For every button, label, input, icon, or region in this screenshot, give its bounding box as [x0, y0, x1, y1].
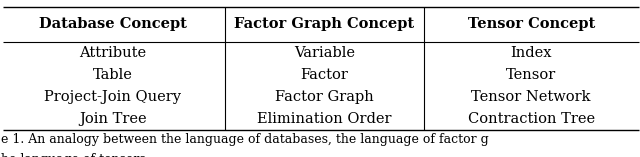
Text: Project-Join Query: Project-Join Query: [44, 89, 181, 104]
Text: Factor Graph: Factor Graph: [275, 89, 374, 104]
Text: Join Tree: Join Tree: [79, 111, 147, 126]
Text: he language of tensors.: he language of tensors.: [1, 153, 150, 157]
Text: Contraction Tree: Contraction Tree: [468, 111, 595, 126]
Text: e 1. An analogy between the language of databases, the language of factor g: e 1. An analogy between the language of …: [1, 133, 489, 146]
Text: Attribute: Attribute: [79, 46, 146, 60]
Text: Tensor: Tensor: [506, 68, 556, 82]
Text: Tensor Network: Tensor Network: [472, 89, 591, 104]
Text: Index: Index: [511, 46, 552, 60]
Text: Elimination Order: Elimination Order: [257, 111, 392, 126]
Text: Factor: Factor: [301, 68, 348, 82]
Text: Tensor Concept: Tensor Concept: [468, 17, 595, 31]
Text: Database Concept: Database Concept: [38, 17, 187, 31]
Text: Table: Table: [93, 68, 132, 82]
Text: Factor Graph Concept: Factor Graph Concept: [234, 17, 415, 31]
Text: Variable: Variable: [294, 46, 355, 60]
